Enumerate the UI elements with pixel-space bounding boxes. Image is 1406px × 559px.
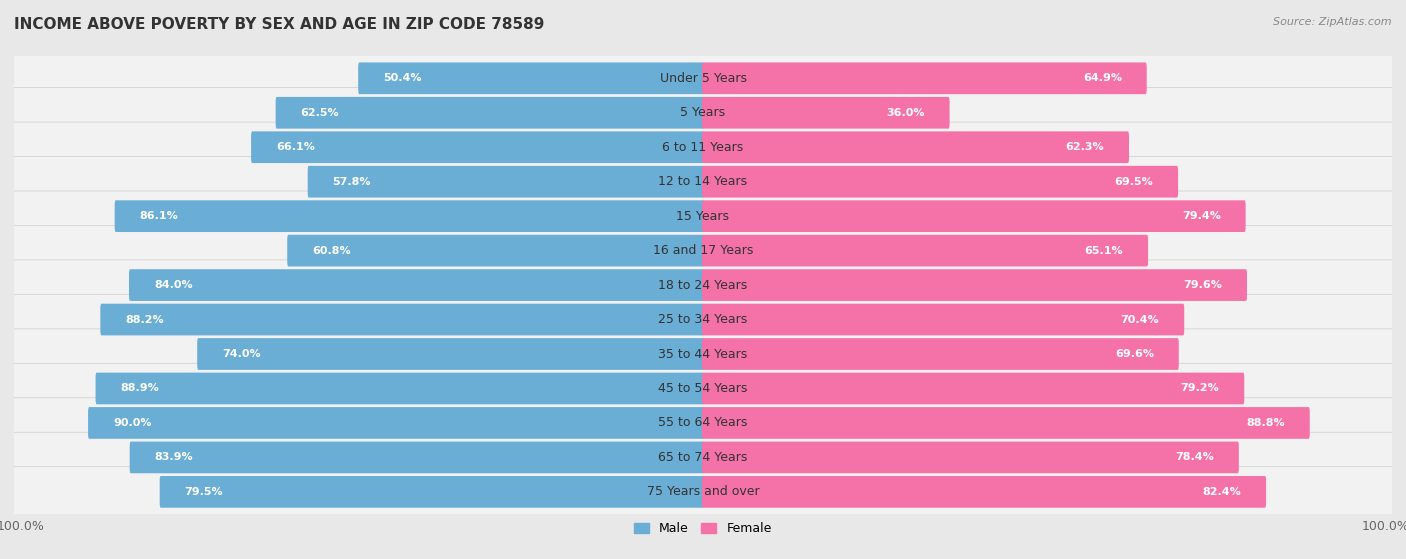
Text: 45 to 54 Years: 45 to 54 Years: [658, 382, 748, 395]
FancyBboxPatch shape: [13, 432, 1393, 482]
FancyBboxPatch shape: [160, 476, 704, 508]
Text: 86.1%: 86.1%: [139, 211, 179, 221]
FancyBboxPatch shape: [702, 373, 1244, 404]
Text: Under 5 Years: Under 5 Years: [659, 72, 747, 85]
FancyBboxPatch shape: [308, 166, 704, 197]
Text: 66.1%: 66.1%: [276, 142, 315, 152]
Text: 35 to 44 Years: 35 to 44 Years: [658, 348, 748, 361]
FancyBboxPatch shape: [13, 363, 1393, 414]
Text: 79.2%: 79.2%: [1181, 383, 1219, 394]
Text: Source: ZipAtlas.com: Source: ZipAtlas.com: [1274, 17, 1392, 27]
Text: 25 to 34 Years: 25 to 34 Years: [658, 313, 748, 326]
Text: 62.3%: 62.3%: [1066, 142, 1104, 152]
FancyBboxPatch shape: [702, 166, 1178, 197]
Text: 79.6%: 79.6%: [1184, 280, 1222, 290]
Text: 88.9%: 88.9%: [121, 383, 159, 394]
Text: 79.4%: 79.4%: [1182, 211, 1220, 221]
FancyBboxPatch shape: [13, 329, 1393, 379]
FancyBboxPatch shape: [96, 373, 704, 404]
FancyBboxPatch shape: [13, 467, 1393, 517]
Text: 84.0%: 84.0%: [153, 280, 193, 290]
FancyBboxPatch shape: [13, 53, 1393, 103]
FancyBboxPatch shape: [702, 407, 1310, 439]
Text: 69.5%: 69.5%: [1115, 177, 1153, 187]
Text: 79.5%: 79.5%: [184, 487, 224, 497]
Text: 82.4%: 82.4%: [1202, 487, 1241, 497]
FancyBboxPatch shape: [197, 338, 704, 370]
Text: 65.1%: 65.1%: [1084, 245, 1123, 255]
Text: 69.6%: 69.6%: [1115, 349, 1154, 359]
FancyBboxPatch shape: [13, 225, 1393, 276]
Text: 62.5%: 62.5%: [301, 108, 339, 118]
FancyBboxPatch shape: [702, 131, 1129, 163]
Text: 57.8%: 57.8%: [333, 177, 371, 187]
FancyBboxPatch shape: [702, 476, 1265, 508]
Text: 83.9%: 83.9%: [155, 452, 193, 462]
Text: 16 and 17 Years: 16 and 17 Years: [652, 244, 754, 257]
FancyBboxPatch shape: [702, 63, 1147, 94]
FancyBboxPatch shape: [89, 407, 704, 439]
Text: 6 to 11 Years: 6 to 11 Years: [662, 141, 744, 154]
Text: 64.9%: 64.9%: [1083, 73, 1122, 83]
FancyBboxPatch shape: [100, 304, 704, 335]
FancyBboxPatch shape: [115, 200, 704, 232]
Text: 88.2%: 88.2%: [125, 315, 165, 325]
FancyBboxPatch shape: [702, 97, 949, 129]
FancyBboxPatch shape: [13, 157, 1393, 207]
Text: 74.0%: 74.0%: [222, 349, 260, 359]
FancyBboxPatch shape: [702, 200, 1246, 232]
FancyBboxPatch shape: [13, 398, 1393, 448]
Text: 15 Years: 15 Years: [676, 210, 730, 222]
FancyBboxPatch shape: [359, 63, 704, 94]
Text: 36.0%: 36.0%: [886, 108, 925, 118]
FancyBboxPatch shape: [276, 97, 704, 129]
Text: 55 to 64 Years: 55 to 64 Years: [658, 416, 748, 429]
Text: 50.4%: 50.4%: [382, 73, 422, 83]
Text: 70.4%: 70.4%: [1121, 315, 1160, 325]
FancyBboxPatch shape: [702, 269, 1247, 301]
FancyBboxPatch shape: [702, 235, 1149, 267]
Text: 60.8%: 60.8%: [312, 245, 350, 255]
Text: 78.4%: 78.4%: [1175, 452, 1213, 462]
Text: 5 Years: 5 Years: [681, 106, 725, 119]
FancyBboxPatch shape: [702, 304, 1184, 335]
FancyBboxPatch shape: [13, 122, 1393, 172]
FancyBboxPatch shape: [252, 131, 704, 163]
FancyBboxPatch shape: [13, 295, 1393, 345]
Text: 18 to 24 Years: 18 to 24 Years: [658, 278, 748, 292]
FancyBboxPatch shape: [702, 442, 1239, 473]
Text: 75 Years and over: 75 Years and over: [647, 485, 759, 499]
Text: 90.0%: 90.0%: [112, 418, 152, 428]
FancyBboxPatch shape: [702, 338, 1178, 370]
Text: 12 to 14 Years: 12 to 14 Years: [658, 175, 748, 188]
FancyBboxPatch shape: [13, 260, 1393, 310]
Text: 65 to 74 Years: 65 to 74 Years: [658, 451, 748, 464]
Legend: Male, Female: Male, Female: [630, 517, 776, 540]
Text: 88.8%: 88.8%: [1246, 418, 1285, 428]
FancyBboxPatch shape: [13, 88, 1393, 138]
FancyBboxPatch shape: [287, 235, 704, 267]
Text: INCOME ABOVE POVERTY BY SEX AND AGE IN ZIP CODE 78589: INCOME ABOVE POVERTY BY SEX AND AGE IN Z…: [14, 17, 544, 32]
FancyBboxPatch shape: [129, 442, 704, 473]
FancyBboxPatch shape: [129, 269, 704, 301]
FancyBboxPatch shape: [13, 191, 1393, 241]
